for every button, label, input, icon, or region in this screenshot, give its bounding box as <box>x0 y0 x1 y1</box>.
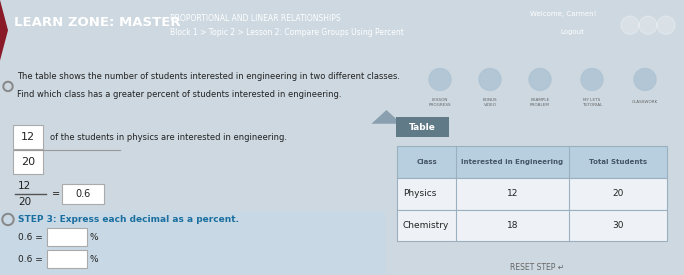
Circle shape <box>479 68 501 90</box>
Text: 20: 20 <box>612 189 624 198</box>
Bar <box>0 211 386 275</box>
Text: 0.6: 0.6 <box>75 189 90 199</box>
Circle shape <box>4 216 12 223</box>
Text: LESSON
PROGRESS: LESSON PROGRESS <box>429 98 451 107</box>
Circle shape <box>5 83 11 89</box>
Text: of the students in physics are interested in engineering.: of the students in physics are intereste… <box>50 133 287 142</box>
Text: CLASSWORK: CLASSWORK <box>632 100 658 104</box>
Text: Interested in Engineering: Interested in Engineering <box>462 159 564 165</box>
Text: 12: 12 <box>18 181 31 191</box>
Circle shape <box>3 81 13 91</box>
FancyBboxPatch shape <box>396 117 449 137</box>
Polygon shape <box>0 0 8 60</box>
FancyBboxPatch shape <box>47 250 87 268</box>
Text: Class: Class <box>416 159 437 165</box>
Text: Find which class has a greater percent of students interested in engineering.: Find which class has a greater percent o… <box>17 90 341 99</box>
Circle shape <box>634 68 656 90</box>
Text: 20: 20 <box>21 157 35 167</box>
Bar <box>397 146 668 178</box>
Text: BONUS
VIDEO: BONUS VIDEO <box>483 98 497 107</box>
FancyBboxPatch shape <box>47 229 87 246</box>
Text: Logout: Logout <box>560 29 584 35</box>
Text: LEARN ZONE: MASTER: LEARN ZONE: MASTER <box>14 16 181 29</box>
Text: 18: 18 <box>507 221 518 230</box>
Text: Table: Table <box>409 123 436 132</box>
Text: STEP 3: Express each decimal as a percent.: STEP 3: Express each decimal as a percen… <box>18 215 239 224</box>
Circle shape <box>657 16 675 34</box>
Bar <box>397 210 668 241</box>
Text: =: = <box>52 189 60 199</box>
Text: 0.6 =: 0.6 = <box>18 255 42 264</box>
Text: Block 1 > Topic 2 > Lesson 2: Compare Groups Using Percent: Block 1 > Topic 2 > Lesson 2: Compare Gr… <box>170 28 404 37</box>
Text: Welcome, Carmen!: Welcome, Carmen! <box>530 11 596 17</box>
Text: 12: 12 <box>21 132 35 142</box>
Text: 0.6 =: 0.6 = <box>18 233 42 242</box>
Circle shape <box>639 16 657 34</box>
Circle shape <box>529 68 551 90</box>
Text: Total Students: Total Students <box>589 159 647 165</box>
Circle shape <box>429 68 451 90</box>
Circle shape <box>2 213 14 226</box>
Text: MY LETS
TUTORIAL: MY LETS TUTORIAL <box>582 98 602 107</box>
Text: The table shows the number of students interested in engineering in two differen: The table shows the number of students i… <box>17 72 400 81</box>
Text: %: % <box>90 233 98 242</box>
Text: Physics: Physics <box>403 189 436 198</box>
Text: EXAMPLE
PROBLEM: EXAMPLE PROBLEM <box>530 98 550 107</box>
Text: Chemistry: Chemistry <box>403 221 449 230</box>
FancyBboxPatch shape <box>13 150 43 174</box>
Circle shape <box>621 16 639 34</box>
Bar <box>397 178 668 210</box>
FancyBboxPatch shape <box>62 184 104 204</box>
Text: PROPORTIONAL AND LINEAR RELATIONSHIPS: PROPORTIONAL AND LINEAR RELATIONSHIPS <box>170 14 341 23</box>
FancyBboxPatch shape <box>13 125 43 149</box>
Text: RESET STEP ↵: RESET STEP ↵ <box>510 263 564 272</box>
Text: 12: 12 <box>507 189 518 198</box>
Polygon shape <box>371 110 402 124</box>
Text: 30: 30 <box>612 221 624 230</box>
Circle shape <box>581 68 603 90</box>
Text: %: % <box>90 255 98 264</box>
Text: 20: 20 <box>18 197 31 207</box>
